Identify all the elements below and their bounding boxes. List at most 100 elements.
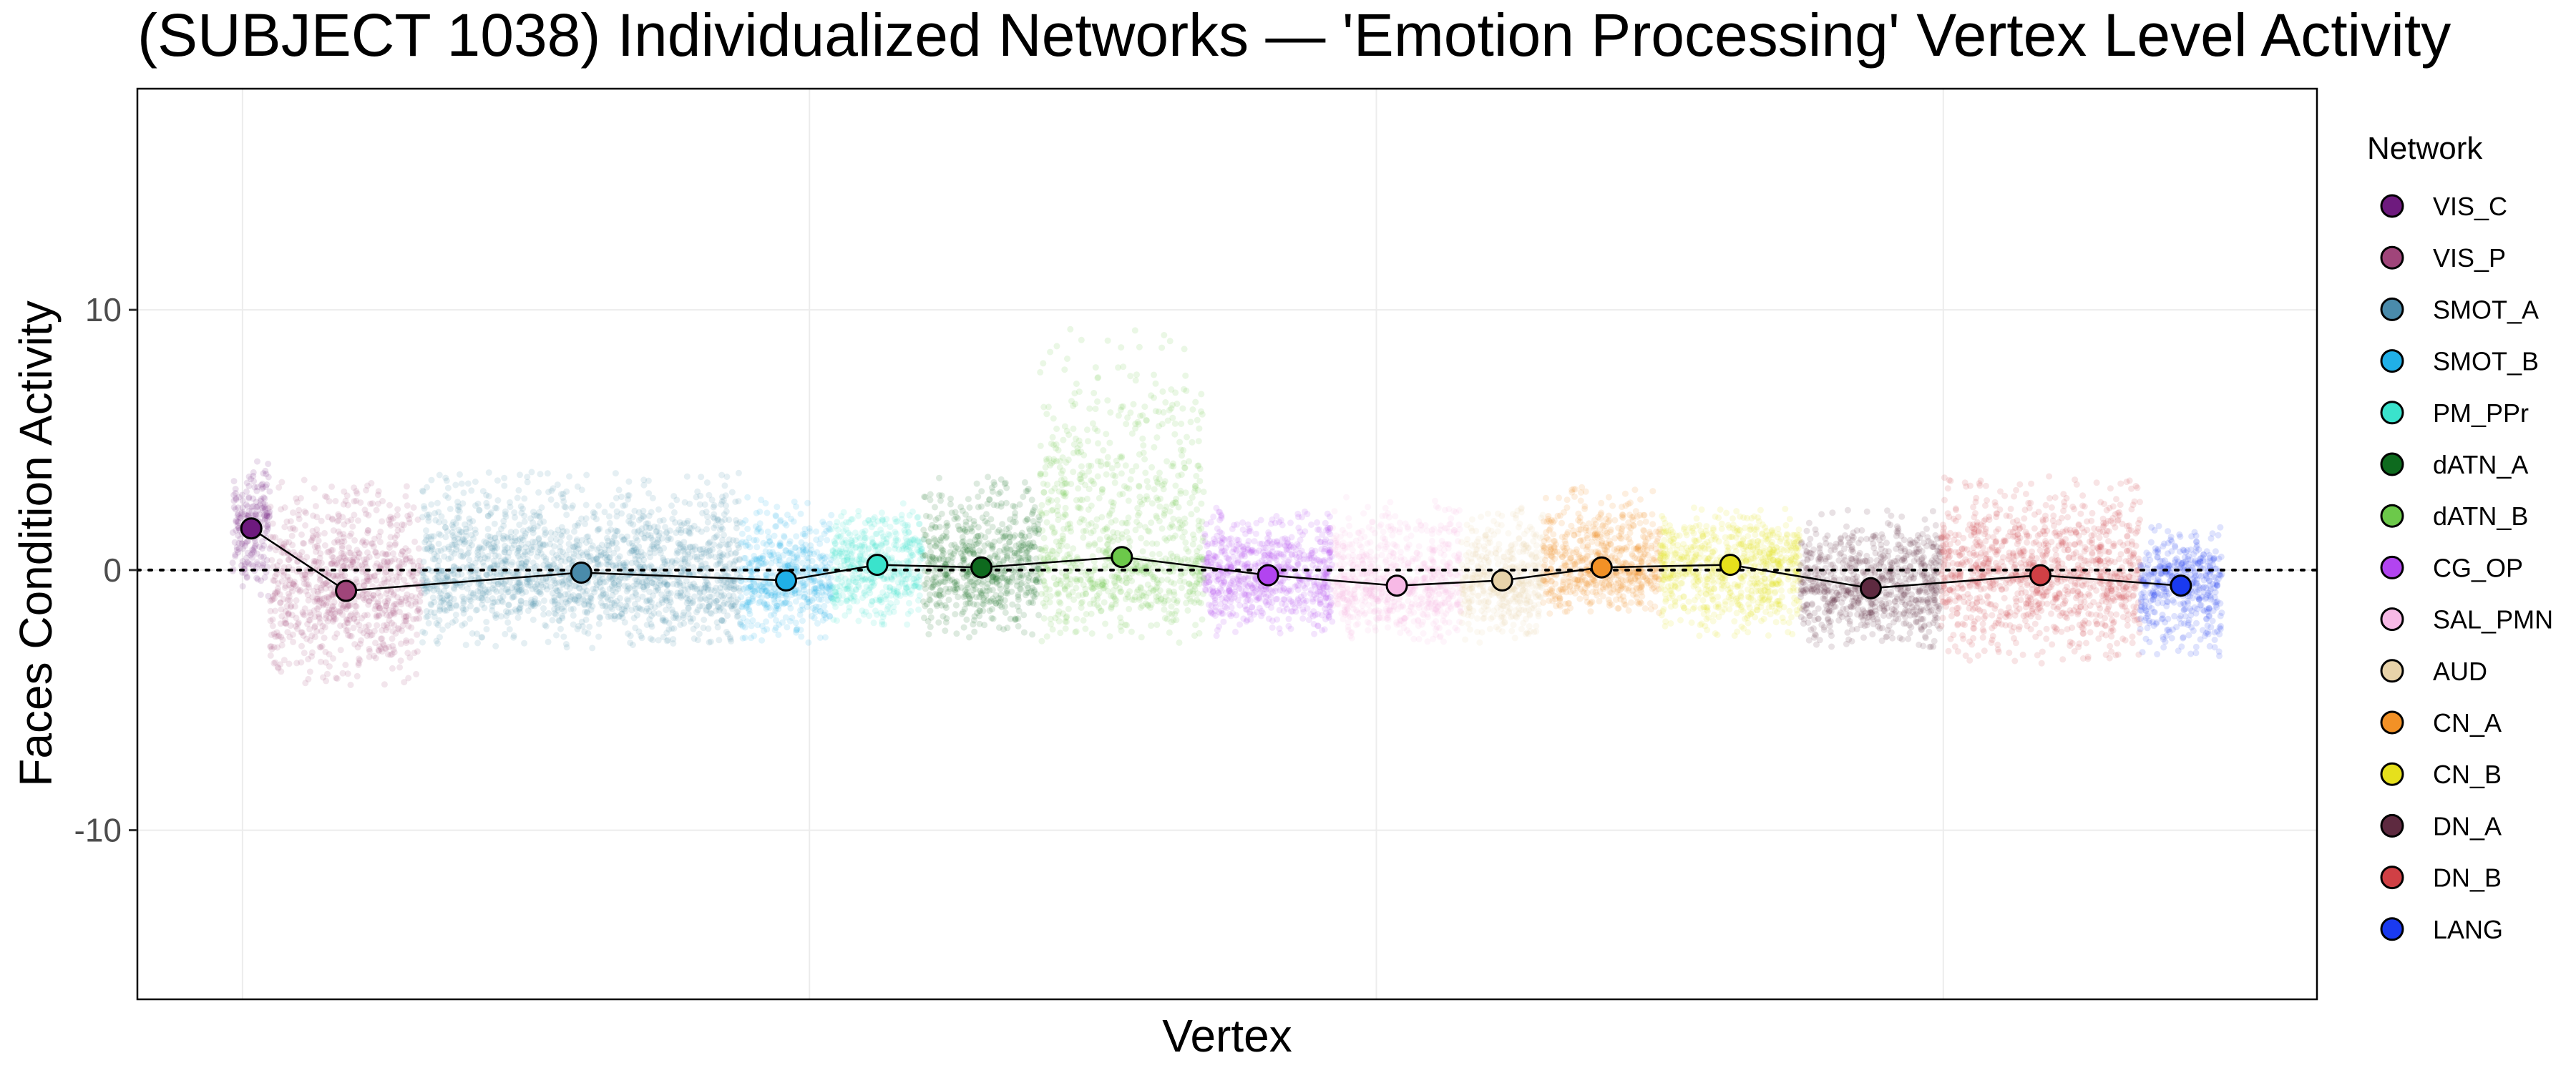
vertex-point: [1184, 433, 1190, 441]
vertex-point: [646, 588, 653, 595]
vertex-point: [640, 507, 647, 514]
vertex-point: [645, 490, 653, 497]
vertex-point: [434, 640, 441, 647]
vertex-point: [696, 630, 703, 637]
vertex-point: [723, 502, 730, 509]
vertex-point: [894, 591, 902, 598]
vertex-point: [767, 612, 774, 619]
vertex-point: [673, 496, 680, 504]
vertex-point: [874, 611, 880, 618]
vertex-point: [885, 531, 892, 538]
vertex-point: [665, 619, 673, 627]
vertex-point: [1095, 440, 1101, 447]
vertex-point: [243, 574, 250, 582]
vertex-point: [816, 580, 824, 587]
vertex-point: [932, 504, 938, 511]
vertex-point: [1057, 629, 1064, 637]
vertex-point: [856, 570, 862, 577]
vertex-point: [291, 526, 298, 533]
vertex-point: [245, 537, 252, 544]
vertex-point: [432, 516, 439, 524]
vertex-point: [243, 573, 250, 580]
vertex-point: [270, 660, 278, 667]
vertex-point: [562, 591, 569, 598]
vertex-point: [386, 617, 393, 624]
vertex-point: [739, 600, 746, 607]
vertex-point: [655, 587, 662, 594]
vertex-point: [1139, 548, 1146, 555]
vertex-point: [495, 530, 502, 537]
vertex-point: [710, 504, 717, 511]
vertex-point: [357, 627, 364, 634]
vertex-point: [962, 600, 970, 607]
vertex-point: [245, 511, 252, 519]
vertex-point: [1102, 620, 1109, 627]
vertex-point: [583, 550, 590, 557]
vertex-point: [494, 598, 502, 605]
vertex-point: [467, 615, 474, 622]
vertex-point: [596, 576, 603, 583]
vertex-point: [768, 560, 775, 567]
vertex-point: [661, 578, 668, 585]
vertex-point: [763, 626, 771, 633]
vertex-point: [660, 544, 668, 552]
vertex-point: [773, 513, 779, 520]
vertex-point: [476, 506, 483, 514]
vertex-point: [844, 555, 851, 562]
vertex-point: [267, 617, 274, 624]
vertex-point: [286, 634, 293, 640]
vertex-point: [410, 616, 417, 623]
vertex-point: [240, 511, 248, 518]
vertex-point: [511, 509, 518, 516]
vertex-point: [397, 657, 404, 665]
vertex-point: [347, 682, 354, 688]
vertex-point: [738, 622, 745, 628]
vertex-point: [530, 617, 537, 623]
vertex-point: [605, 513, 613, 520]
vertex-point: [634, 537, 641, 544]
vertex-point: [254, 484, 261, 491]
vertex-point: [655, 536, 661, 543]
vertex-point: [807, 542, 814, 549]
vertex-point: [542, 531, 548, 538]
vertex-point: [431, 556, 439, 563]
vertex-point: [230, 497, 238, 504]
vertex-point: [563, 511, 570, 519]
vertex-point: [638, 531, 645, 537]
vertex-point: [405, 675, 412, 682]
vertex-point: [1151, 444, 1158, 451]
vertex-point: [955, 594, 962, 601]
vertex-point: [542, 555, 550, 562]
vertex-point: [253, 550, 260, 557]
vertex-point: [926, 591, 933, 598]
vertex-point: [616, 594, 623, 602]
vertex-point: [555, 526, 562, 534]
vertex-point: [965, 496, 972, 503]
vertex-point: [268, 646, 275, 652]
vertex-point: [940, 550, 947, 557]
vertex-point: [261, 511, 268, 519]
vertex-point: [1023, 549, 1030, 557]
vertex-point: [234, 522, 241, 529]
vertex-point: [403, 483, 410, 490]
vertex-point: [784, 511, 791, 519]
vertex-point: [466, 557, 473, 564]
vertex-point: [915, 606, 922, 613]
vertex-point: [297, 495, 304, 501]
vertex-point: [1002, 499, 1010, 506]
vertex-point: [943, 519, 950, 526]
vertex-point: [348, 632, 355, 640]
vertex-point: [728, 489, 736, 496]
vertex-point: [261, 513, 268, 520]
vertex-point: [831, 540, 839, 547]
vertex-point: [330, 612, 337, 619]
vertex-point: [710, 514, 717, 521]
vertex-point: [986, 607, 993, 614]
vertex-point: [535, 489, 542, 496]
vertex-point: [978, 580, 985, 587]
vertex-point: [389, 650, 396, 657]
vertex-point: [267, 597, 274, 604]
vertex-point: [690, 625, 697, 632]
vertex-point: [368, 480, 375, 486]
vertex-point: [1017, 547, 1024, 554]
